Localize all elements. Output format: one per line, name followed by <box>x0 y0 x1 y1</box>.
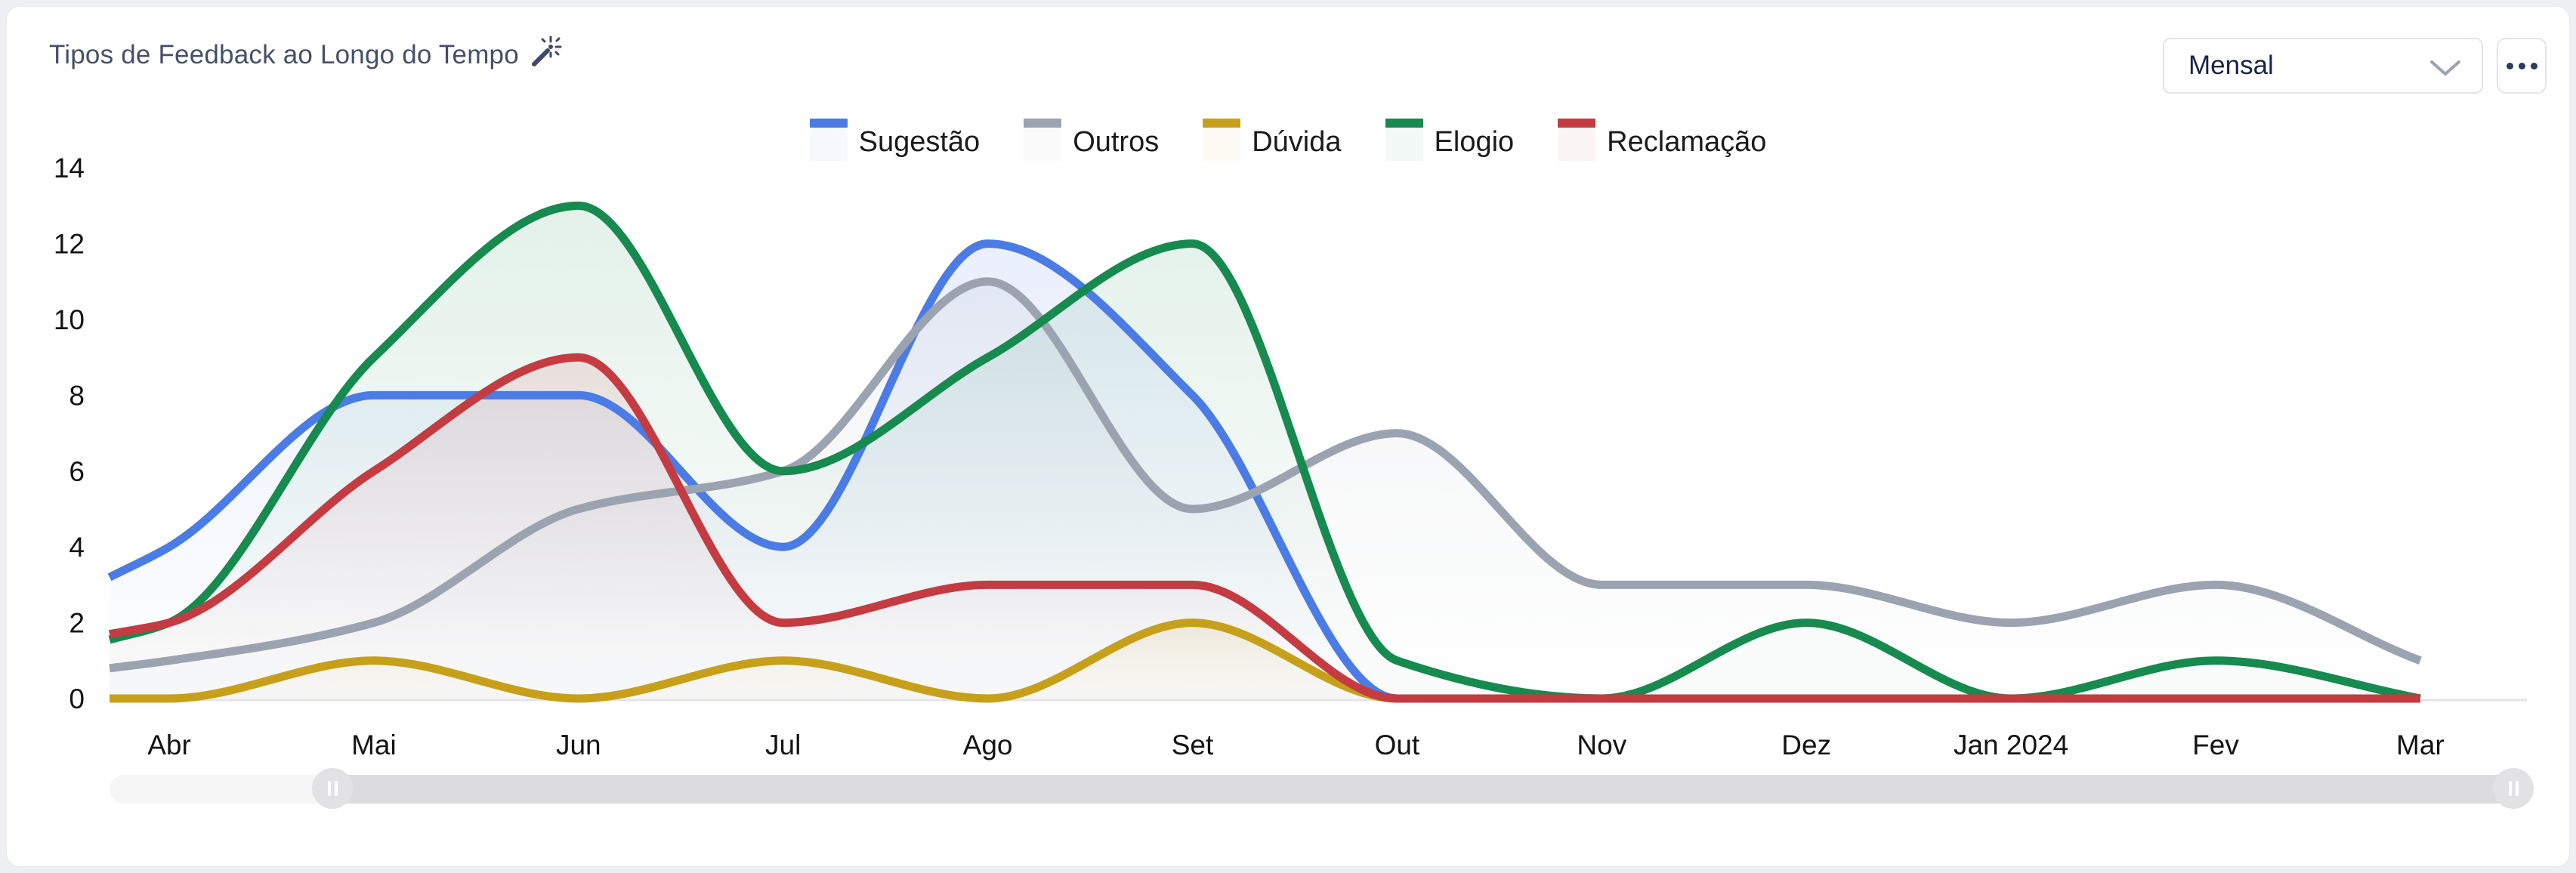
x-axis-tick-label: Fev <box>2192 730 2239 760</box>
legend-label: Dúvida <box>1252 125 1342 158</box>
x-axis-tick-label: Nov <box>1577 730 1626 760</box>
area-fill-Reclamação <box>110 357 2420 699</box>
y-axis-tick-label: 8 <box>69 380 85 411</box>
x-axis-tick-label: Jun <box>556 730 601 760</box>
legend-swatch <box>1558 119 1596 161</box>
x-axis-tick-label: Jul <box>765 730 801 760</box>
chart-scrollbar-thumb[interactable] <box>312 768 2534 809</box>
legend-item[interactable]: Sugestão <box>809 119 981 161</box>
legend-item[interactable]: Dúvida <box>1203 119 1342 161</box>
y-axis-tick-label: 0 <box>69 683 85 714</box>
x-axis-tick-label: Abr <box>147 730 191 760</box>
more-options-button[interactable] <box>2497 38 2547 94</box>
chart-legend: Sugestão Outros Dúvida Elogio Reclamação <box>7 119 2569 165</box>
y-axis-tick-label: 10 <box>54 304 85 335</box>
x-axis-tick-label: Mar <box>2396 730 2445 760</box>
legend-swatch <box>809 119 848 161</box>
chart-scrollbar-track[interactable] <box>110 768 2534 809</box>
chevron-down-icon <box>2430 60 2460 76</box>
x-axis-tick-label: Dez <box>1781 730 1831 760</box>
x-axis-tick-label: Out <box>1375 730 1420 760</box>
y-axis-tick-label: 4 <box>69 532 85 563</box>
magic-wand-sparkle-icon <box>530 35 563 76</box>
drag-handle-icon <box>327 781 338 796</box>
drag-handle-icon <box>2508 781 2519 796</box>
legend-label: Elogio <box>1434 125 1515 158</box>
x-axis-tick-label: Ago <box>963 730 1013 760</box>
legend-item[interactable]: Reclamação <box>1558 119 1766 161</box>
ellipsis-icon <box>2506 62 2537 69</box>
series-line-Outros[interactable] <box>109 277 2422 673</box>
legend-label: Outros <box>1073 125 1160 158</box>
legend-label: Reclamação <box>1607 125 1767 158</box>
x-axis-tick-label: Set <box>1172 730 1214 760</box>
y-axis-tick-label: 6 <box>69 456 85 487</box>
y-axis-tick-label: 14 <box>54 153 85 184</box>
series-line-Reclamação[interactable] <box>108 353 2420 703</box>
x-axis-tick-label: Mai <box>351 730 397 760</box>
y-axis-tick-label: 2 <box>69 608 85 639</box>
scrollbar-left-handle[interactable] <box>312 768 353 809</box>
page-title: Tipos de Feedback ao Longo do Tempo <box>49 35 563 76</box>
y-axis-tick-label: 12 <box>54 229 85 260</box>
x-axis-tick-label: Jan 2024 <box>1954 730 2068 760</box>
legend-swatch <box>1203 119 1241 161</box>
legend-swatch <box>1024 119 1062 161</box>
legend-label: Sugestão <box>858 125 981 158</box>
series-line-Elogio[interactable] <box>108 201 2421 703</box>
legend-swatch <box>1385 119 1423 161</box>
period-select-value: Mensal <box>2188 51 2274 80</box>
legend-item[interactable]: Outros <box>1024 119 1159 161</box>
period-select[interactable]: Mensal <box>2163 38 2483 94</box>
page-title-text: Tipos de Feedback ao Longo do Tempo <box>49 40 519 69</box>
scrollbar-right-handle[interactable] <box>2493 768 2534 809</box>
legend-item[interactable]: Elogio <box>1385 119 1515 161</box>
